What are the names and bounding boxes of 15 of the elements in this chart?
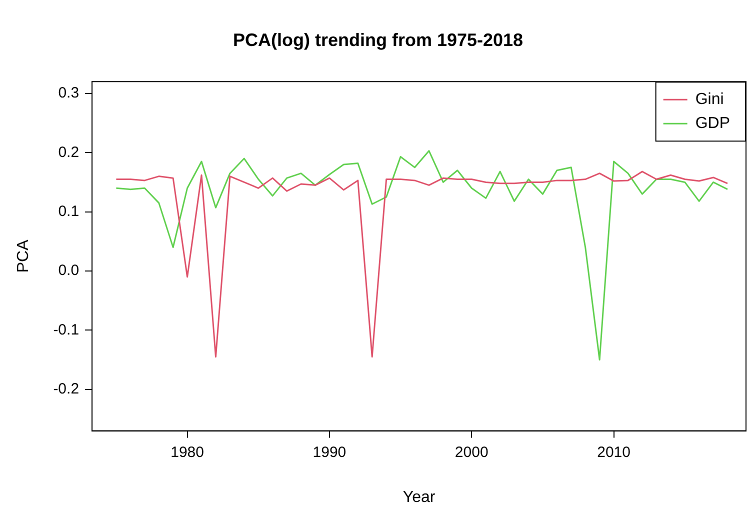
y-tick-label: -0.1: [53, 321, 80, 338]
x-tick-label: 2000: [454, 444, 488, 461]
x-tick-label: 2010: [597, 444, 630, 461]
chart-title: PCA(log) trending from 1975-2018: [232, 30, 524, 50]
y-tick-label: -0.2: [53, 380, 80, 398]
y-axis-title: PCA: [15, 239, 32, 273]
y-tick-label: 0.0: [58, 262, 80, 280]
y-tick-label: 0.2: [58, 144, 80, 161]
x-tick-label: 1980: [170, 444, 204, 461]
legend-label: Gini: [695, 91, 724, 108]
y-tick-label: 0.3: [58, 84, 80, 102]
x-tick-label: 1990: [312, 444, 346, 461]
legend-label: GDP: [695, 115, 730, 132]
y-tick-label: 0.1: [58, 202, 80, 220]
x-axis-title: Year: [402, 488, 436, 506]
